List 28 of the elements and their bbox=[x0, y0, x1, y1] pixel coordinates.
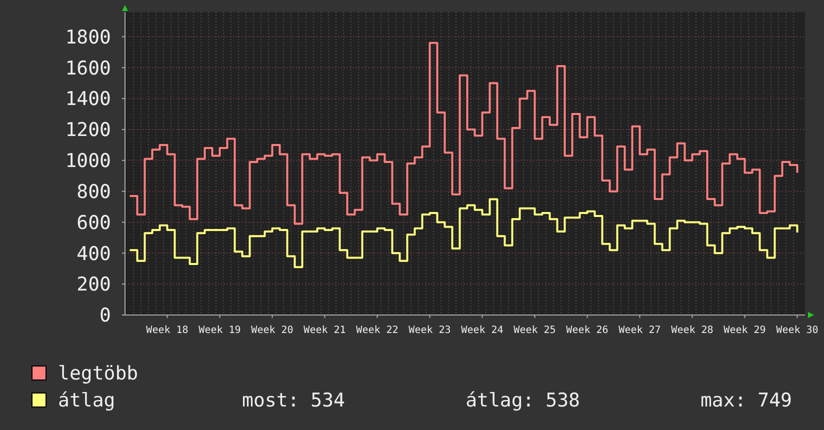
y-tick-label: 0 bbox=[100, 304, 111, 327]
y-tick-label: 200 bbox=[76, 274, 111, 296]
x-tick-label: Week 19 bbox=[198, 325, 241, 336]
x-tick-label: Week 25 bbox=[514, 325, 556, 336]
text: max: 749 bbox=[700, 390, 792, 412]
x-tick-label: Week 29 bbox=[724, 325, 766, 336]
text: átlag: 538 bbox=[466, 390, 580, 412]
legend-label: átlag bbox=[58, 390, 116, 412]
y-tick-label: 600 bbox=[76, 212, 111, 234]
y-tick-label: 1800 bbox=[65, 26, 111, 48]
x-tick-label: Week 24 bbox=[461, 325, 504, 336]
x-tick-label: Week 18 bbox=[146, 325, 188, 336]
y-tick-label: 800 bbox=[76, 180, 111, 203]
x-tick-label: Week 26 bbox=[566, 325, 608, 336]
x-tick-label: Week 27 bbox=[618, 325, 661, 336]
y-tick-label: 1000 bbox=[65, 150, 111, 172]
legend-label: legtöbb bbox=[58, 362, 138, 385]
x-tick-label: Week 30 bbox=[776, 325, 818, 336]
x-tick-label: Week 28 bbox=[671, 325, 714, 336]
text: most: 534 bbox=[242, 390, 345, 412]
x-tick-label: Week 22 bbox=[356, 325, 398, 336]
x-tick-label: Week 23 bbox=[408, 325, 451, 336]
x-tick-label: Week 20 bbox=[251, 325, 294, 336]
y-tick-label: 1400 bbox=[65, 88, 111, 110]
y-tick-label: 1600 bbox=[65, 57, 111, 80]
x-tick-label: Week 21 bbox=[304, 325, 346, 336]
y-tick-label: 1200 bbox=[65, 119, 111, 142]
y-tick-label: 400 bbox=[76, 242, 111, 265]
